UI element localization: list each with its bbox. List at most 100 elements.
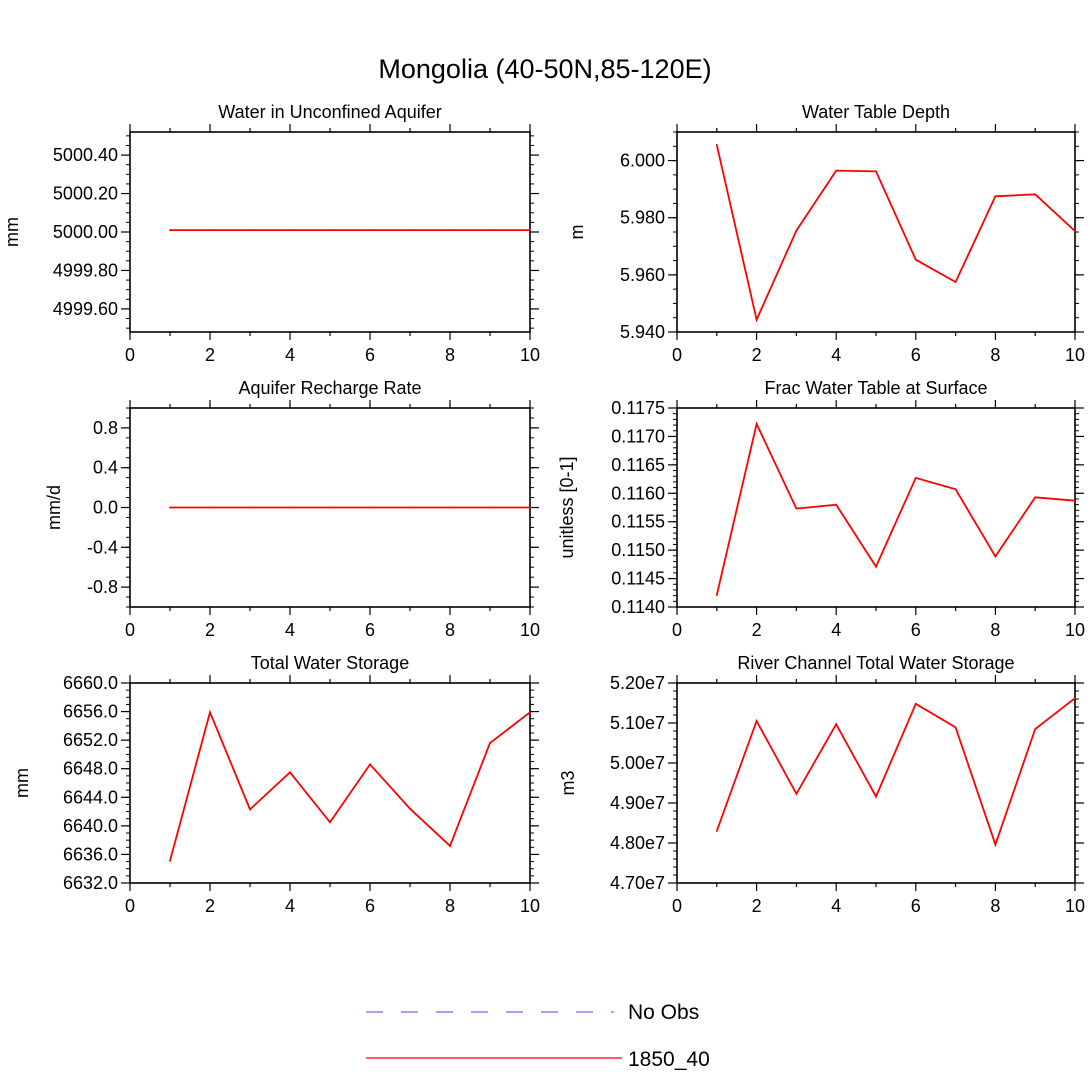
plot-frame xyxy=(129,682,531,884)
data-point xyxy=(835,169,838,172)
data-point xyxy=(715,830,718,832)
data-point xyxy=(249,506,251,509)
figure-title: Mongolia (40-50N,85-120E) xyxy=(378,54,711,84)
data-point xyxy=(914,258,917,261)
x-tick-label: 2 xyxy=(205,896,215,916)
x-tick-label: 6 xyxy=(911,620,921,640)
x-tick-label: 0 xyxy=(672,345,682,365)
panel-title: River Channel Total Water Storage xyxy=(737,653,1014,673)
data-point xyxy=(529,711,531,714)
x-tick-label: 6 xyxy=(911,345,921,365)
data-point xyxy=(875,170,877,173)
legend-no-obs-label: No Obs xyxy=(628,1001,699,1024)
y-tick-label: 4999.60 xyxy=(53,299,118,319)
y-tick-label: 0.0 xyxy=(93,498,118,518)
data-point xyxy=(994,195,997,198)
y-tick-label: 5.940 xyxy=(620,322,665,342)
legend-1850-40-label: 1850_40 xyxy=(628,1048,710,1071)
data-point xyxy=(1034,193,1037,196)
x-tick-label: 4 xyxy=(285,345,295,365)
y-tick-label: 6648.0 xyxy=(63,759,118,779)
data-point xyxy=(795,507,798,510)
data-point xyxy=(409,807,411,810)
x-tick-label: 0 xyxy=(125,620,135,640)
panel-6: River Channel Total Water Storage 0 2 4 6 8 10… xyxy=(558,653,1085,916)
series-line-1850_40 xyxy=(715,697,1076,848)
data-point xyxy=(369,763,371,766)
data-point xyxy=(914,702,917,705)
y-axis-label: mm/d xyxy=(44,485,64,530)
y-tick-label: 0.1160 xyxy=(611,483,665,503)
y-axis-label: mm xyxy=(2,217,22,247)
x-tick-label: 10 xyxy=(520,345,540,365)
x-tick-label: 0 xyxy=(125,896,135,916)
y-tick-label: 6636.0 xyxy=(63,844,118,864)
y-tick-label: 0.1165 xyxy=(611,455,665,475)
series-line-1850_40 xyxy=(169,709,531,862)
y-tick-label: 0.1175 xyxy=(611,398,665,418)
data-point xyxy=(1074,499,1076,502)
x-tick-label: 4 xyxy=(831,896,841,916)
data-point xyxy=(169,229,171,231)
data-point xyxy=(289,229,291,231)
y-tick-label: 0.1170 xyxy=(611,426,665,446)
x-tick-label: 2 xyxy=(752,620,762,640)
x-tick-label: 0 xyxy=(672,896,682,916)
y-tick-label: 0.1145 xyxy=(611,569,665,589)
data-point xyxy=(289,506,291,509)
y-axis-label: mm xyxy=(12,768,32,798)
y-tick-label: 6640.0 xyxy=(63,816,118,836)
data-point xyxy=(209,506,211,509)
x-tick-label: 0 xyxy=(125,345,135,365)
y-tick-label: 6632.0 xyxy=(63,873,118,893)
y-tick-label: -0.4 xyxy=(87,537,118,557)
x-tick-label: 6 xyxy=(365,896,375,916)
data-point xyxy=(994,555,997,558)
data-point xyxy=(209,711,211,714)
data-point xyxy=(249,229,251,231)
data-point xyxy=(914,477,917,479)
data-point xyxy=(1034,728,1037,730)
data-point xyxy=(954,726,957,729)
series-line-1850_40 xyxy=(715,421,1076,596)
y-axis-label: m xyxy=(567,225,587,240)
y-tick-label: 5000.00 xyxy=(53,222,118,242)
x-tick-label: 6 xyxy=(365,620,375,640)
panel-2: Water Table Depth 0 2 4 6 8 10 5.940 5.960 5.980 6… xyxy=(567,102,1085,365)
panels: Water in Unconfined Aquifer 0 2 4 6 8 10 4999.6… xyxy=(2,102,1085,916)
data-point xyxy=(994,843,997,846)
data-point xyxy=(369,229,371,231)
plot-frame xyxy=(129,131,531,333)
data-point xyxy=(169,506,171,509)
data-point xyxy=(1034,496,1037,499)
x-tick-label: 4 xyxy=(831,345,841,365)
data-point xyxy=(1074,230,1076,233)
data-point xyxy=(369,506,371,509)
data-point xyxy=(954,488,957,491)
x-tick-label: 10 xyxy=(1065,620,1085,640)
data-point xyxy=(1074,697,1076,700)
y-tick-label: 5000.20 xyxy=(53,184,118,204)
data-point xyxy=(835,503,838,506)
x-tick-label: 2 xyxy=(205,345,215,365)
x-tick-label: 8 xyxy=(990,345,1000,365)
y-tick-label: 4.70e7 xyxy=(610,873,665,893)
data-point xyxy=(449,844,451,847)
y-tick-label: 6660.0 xyxy=(63,673,118,693)
data-point xyxy=(875,795,877,798)
series-line-1850_40 xyxy=(715,144,1076,323)
y-tick-label: 0.1155 xyxy=(611,512,665,532)
data-point xyxy=(329,821,331,824)
data-point xyxy=(755,423,758,425)
x-tick-label: 10 xyxy=(520,620,540,640)
data-point xyxy=(169,859,171,862)
y-tick-label: 5.00e7 xyxy=(610,753,665,773)
legend: No Obs 1850_40 xyxy=(366,1001,710,1071)
y-tick-label: 0.4 xyxy=(93,458,118,478)
data-point xyxy=(489,229,491,231)
panel-3: Aquifer Recharge Rate 0 2 4 6 8 10 -0.8 -0.4 0.0 0… xyxy=(44,378,540,640)
data-point xyxy=(529,229,531,231)
data-point xyxy=(715,143,718,146)
y-tick-label: 5.980 xyxy=(620,208,665,228)
y-tick-label: 6644.0 xyxy=(63,787,118,807)
